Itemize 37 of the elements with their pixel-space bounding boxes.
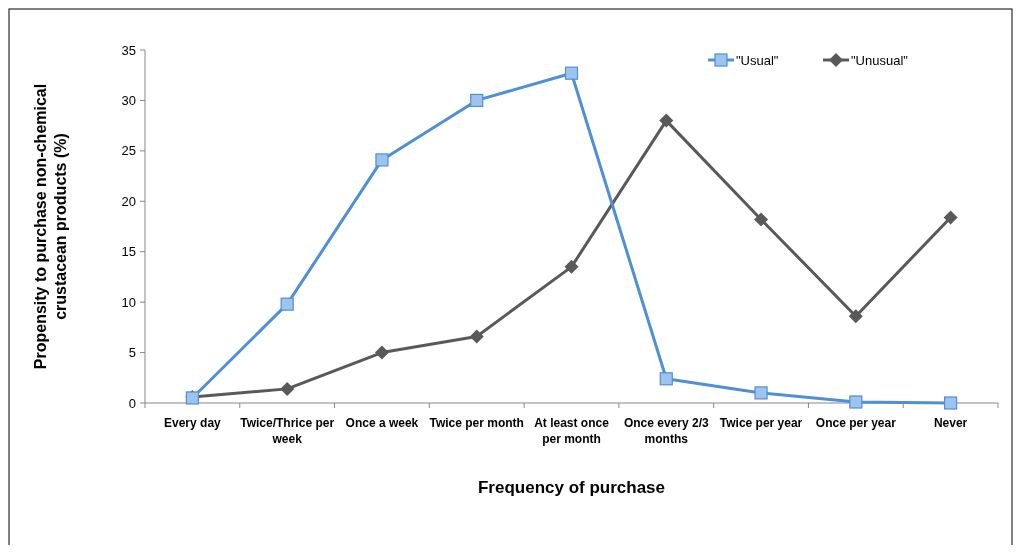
point	[944, 396, 958, 410]
y-tick-label: 20	[121, 193, 136, 209]
x-tick-label: Twice per month	[429, 416, 524, 430]
x-axis-title: Frequency of purchase	[477, 478, 666, 497]
point	[564, 259, 579, 274]
point	[280, 297, 294, 311]
y-tick-label: 35	[121, 42, 136, 58]
x-tick-label: Never	[933, 416, 968, 430]
x-tick-label: Twice/Thrice per week	[240, 416, 335, 446]
x-tick-label: Once every 2/3 months	[623, 416, 709, 446]
x-tick-label: Every day	[164, 416, 222, 430]
y-tick-label: 25	[121, 143, 136, 159]
x-tick-label: Once a week	[345, 416, 419, 430]
point	[849, 395, 863, 409]
point	[470, 93, 484, 108]
y-tick-label: 10	[121, 294, 136, 310]
point	[374, 345, 389, 360]
point	[375, 153, 389, 167]
point	[564, 66, 579, 80]
legend-label: "Unusual"	[851, 52, 909, 68]
x-tick-label: At least once per month	[534, 416, 610, 446]
y-axis-title: Propensity to purchase non-chemical crustacean products (%)	[32, 83, 69, 370]
point	[659, 372, 673, 386]
y-tick-label: 0	[128, 395, 136, 411]
point	[754, 386, 768, 400]
point	[280, 381, 295, 396]
point	[943, 210, 958, 225]
y-tick-label: 15	[121, 244, 136, 260]
point	[754, 212, 769, 227]
point	[469, 329, 484, 344]
y-tick-label: 30	[121, 92, 136, 108]
legend-label: "Usual"	[736, 52, 779, 68]
point	[659, 113, 674, 128]
x-tick-label: Once per year	[815, 416, 897, 430]
x-tick-label: Twice per year	[719, 416, 803, 430]
y-tick-label: 5	[128, 345, 136, 361]
point	[848, 309, 863, 324]
